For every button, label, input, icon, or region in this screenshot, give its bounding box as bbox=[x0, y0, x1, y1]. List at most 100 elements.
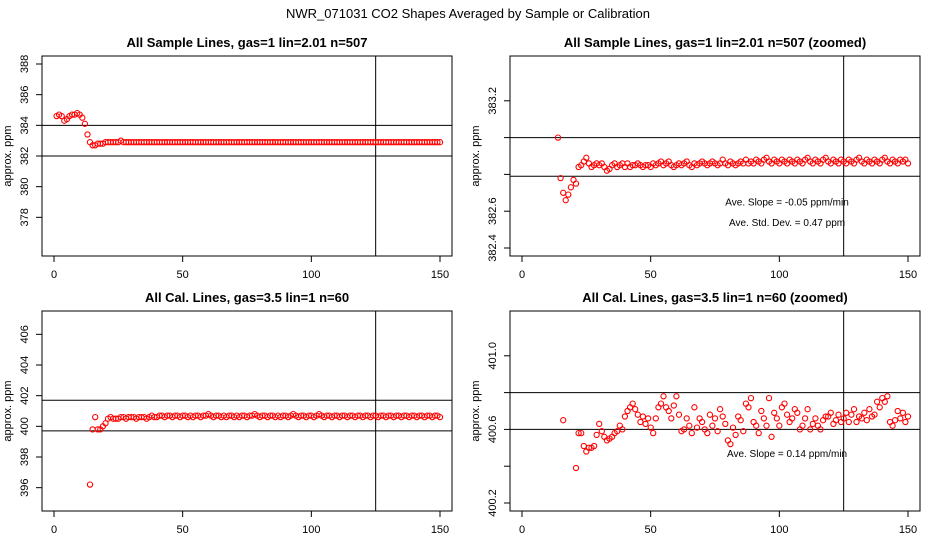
plot-frame bbox=[41, 310, 453, 512]
data-point bbox=[832, 417, 840, 424]
x-tick-label: 150 bbox=[431, 524, 449, 536]
x-tick-label: 100 bbox=[770, 269, 788, 281]
data-point bbox=[755, 429, 762, 437]
data-point bbox=[783, 411, 791, 418]
data-point bbox=[719, 413, 726, 420]
x-tick-label: 150 bbox=[431, 269, 449, 281]
data-point bbox=[727, 440, 734, 448]
data-point bbox=[619, 426, 626, 433]
data-point bbox=[789, 415, 796, 422]
data-point bbox=[601, 433, 608, 440]
panel-title: All Sample Lines, gas=1 lin=2.01 n=507 (… bbox=[564, 35, 866, 50]
data-point bbox=[583, 154, 590, 161]
data-point bbox=[814, 422, 822, 429]
data-point bbox=[768, 433, 775, 440]
x-tick-label: 100 bbox=[770, 524, 788, 536]
data-point bbox=[827, 409, 834, 416]
data-point bbox=[801, 415, 809, 422]
data-point bbox=[624, 160, 631, 167]
data-point bbox=[745, 404, 752, 411]
data-point bbox=[436, 139, 444, 146]
data-point bbox=[593, 431, 600, 439]
data-point bbox=[904, 413, 912, 420]
data-point bbox=[747, 394, 755, 402]
data-point bbox=[670, 402, 677, 409]
chart-panel-2: All Sample Lines, gas=1 lin=2.01 n=507 (… bbox=[470, 35, 921, 281]
x-tick-label: 150 bbox=[899, 524, 917, 536]
y-tick-label: 398 bbox=[19, 448, 31, 466]
data-point bbox=[742, 156, 750, 163]
data-point bbox=[652, 415, 659, 422]
data-point bbox=[81, 120, 89, 127]
data-point bbox=[711, 415, 719, 422]
y-tick-label: 400.2 bbox=[487, 489, 499, 517]
x-tick-label: 0 bbox=[51, 269, 57, 281]
data-point bbox=[621, 413, 629, 420]
data-point bbox=[639, 413, 647, 420]
data-point bbox=[886, 418, 894, 426]
data-point bbox=[740, 428, 747, 435]
data-point bbox=[562, 197, 569, 204]
data-point bbox=[590, 442, 598, 450]
data-point bbox=[436, 413, 444, 421]
data-point bbox=[760, 415, 768, 422]
y-tick-label: 400 bbox=[19, 417, 31, 435]
data-point bbox=[904, 160, 912, 167]
data-point bbox=[871, 411, 878, 418]
chart-panel-3: All Cal. Lines, gas=3.5 lin=1 n=60 approx… bbox=[2, 290, 453, 536]
data-point bbox=[881, 398, 888, 405]
chart-panel-4: All Cal. Lines, gas=3.5 lin=1 n=60 (zoom… bbox=[470, 290, 921, 536]
data-point bbox=[781, 400, 788, 407]
y-tick-label: 380 bbox=[19, 177, 31, 195]
data-point bbox=[585, 444, 593, 451]
figure-title: NWR_071031 CO2 Shapes Averaged by Sample… bbox=[286, 6, 650, 21]
data-point bbox=[644, 415, 652, 422]
data-point bbox=[84, 131, 91, 138]
data-point bbox=[598, 428, 605, 435]
annotation-text: Ave. Slope = 0.14 ppm/min bbox=[727, 449, 847, 460]
data-point bbox=[58, 112, 65, 120]
data-point bbox=[763, 422, 770, 429]
data-point bbox=[642, 162, 649, 169]
data-point bbox=[691, 404, 698, 411]
data-point bbox=[79, 114, 86, 121]
data-point bbox=[655, 404, 662, 411]
y-axis-label: approx. ppm bbox=[470, 125, 482, 186]
data-point bbox=[776, 422, 783, 429]
y-tick-label: 384 bbox=[19, 116, 31, 134]
data-point bbox=[557, 174, 564, 182]
panel-title: All Cal. Lines, gas=3.5 lin=1 n=60 bbox=[145, 290, 349, 305]
y-tick-label: 382.4 bbox=[487, 234, 499, 262]
data-point bbox=[891, 417, 899, 424]
x-tick-label: 0 bbox=[51, 524, 57, 536]
data-point bbox=[742, 400, 750, 407]
data-point bbox=[850, 406, 858, 413]
data-point bbox=[572, 180, 580, 187]
data-point bbox=[626, 404, 634, 411]
data-point bbox=[688, 429, 695, 437]
y-axis-label: approx. ppm bbox=[2, 380, 14, 441]
data-point bbox=[861, 409, 868, 416]
data-point bbox=[822, 413, 829, 420]
data-point bbox=[863, 417, 870, 424]
annotation-text: Ave. Std. Dev. = 0.47 ppm bbox=[729, 218, 845, 229]
y-tick-label: 388 bbox=[19, 55, 31, 73]
data-point bbox=[665, 407, 672, 415]
data-point bbox=[835, 411, 842, 418]
x-tick-label: 50 bbox=[177, 524, 189, 536]
data-point bbox=[899, 409, 907, 416]
data-point bbox=[758, 407, 765, 415]
data-point bbox=[773, 415, 780, 422]
data-point bbox=[675, 411, 683, 418]
data-point bbox=[596, 420, 603, 428]
data-point bbox=[662, 404, 670, 411]
data-point bbox=[567, 184, 575, 191]
data-point bbox=[804, 406, 811, 413]
data-point bbox=[575, 429, 582, 437]
data-point bbox=[716, 406, 724, 413]
data-point bbox=[719, 156, 726, 163]
data-point bbox=[853, 418, 860, 426]
data-point bbox=[554, 134, 562, 141]
